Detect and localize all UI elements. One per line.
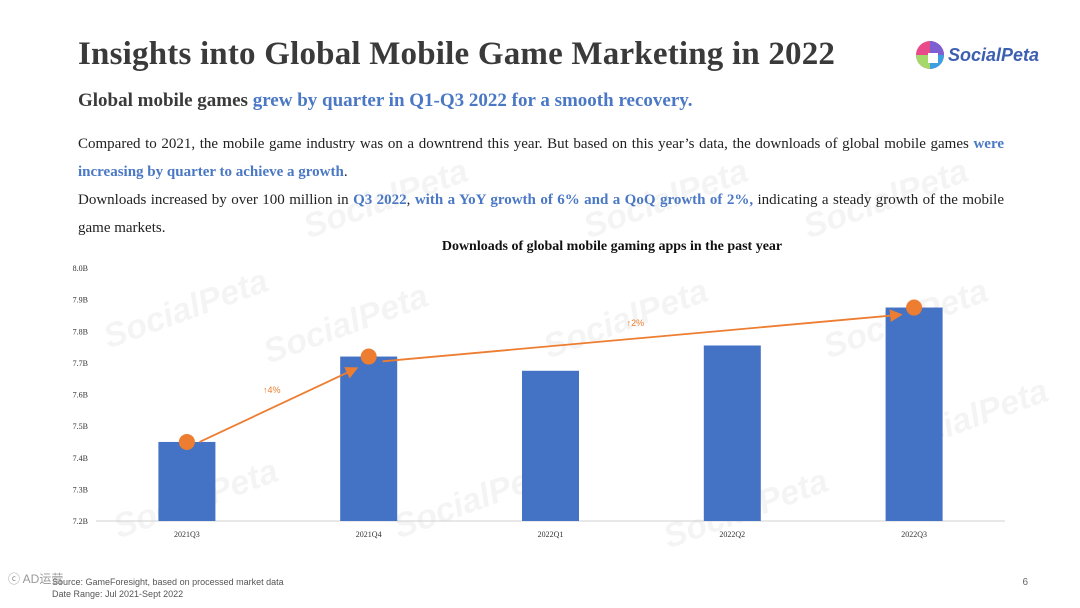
footer-source: Source: GameForesight, based on processe… [52,576,284,600]
trend-arrow [382,309,903,363]
page-number: 6 [1022,577,1028,588]
trend-marker [360,348,377,365]
bar [522,370,579,521]
x-tick-label: 2021Q4 [356,530,382,539]
bar [703,345,761,521]
brand-logo: SocialPeta [915,40,1039,70]
y-tick-label: 7.7B [73,359,88,368]
date-range-note: Date Range: Jul 2021-Sept 2022 [52,589,184,599]
y-tick-label: 7.8B [73,327,88,336]
x-tick-label: 2022Q3 [901,530,927,539]
y-tick-label: 7.2B [73,517,88,526]
y-tick-label: 7.4B [73,454,88,463]
paragraph-2: Downloads increased by over 100 million … [78,186,1004,242]
paragraph-1-highlight: were increasing by quarter to achieve a … [78,136,1004,180]
bar [158,441,216,521]
page-title: Insights into Global Mobile Game Marketi… [78,36,836,72]
trend-marker [178,433,195,450]
x-tick-label: 2021Q3 [174,530,200,539]
paragraph-2-highlight-2: with a YoY growth of 6% and a QoQ growth… [414,192,754,208]
y-tick-label: 7.9B [73,296,88,305]
paragraph-2-text-3: indicating a steady growth of the mobile… [78,192,1004,236]
section-subtitle: Global mobile games grew by quarter in Q… [78,90,692,112]
source-note: Source: GameForesight, based on processe… [52,577,284,587]
paragraph-2-highlight-1: Q3 2022 [353,192,407,208]
chart-title: Downloads of global mobile gaming apps i… [442,239,782,254]
paragraph-1: Compared to 2021, the mobile game indust… [78,130,1004,186]
corner-watermark: ⓒ AD运营 [8,572,64,586]
trend-marker [906,299,923,316]
paragraph-2-text-1: Downloads increased by over 100 million … [78,192,354,208]
logo-icon [916,41,944,69]
subtitle-highlight: grew by quarter in Q1-Q3 2022 for a smoo… [252,90,693,111]
subtitle-lead: Global mobile games [78,90,253,111]
paragraph-1-end: . [343,164,348,180]
y-tick-label: 7.6B [73,391,88,400]
x-tick-label: 2022Q2 [719,530,745,539]
bar [885,307,943,521]
growth-annotation: ↑2% [627,318,645,328]
paragraph-2-text-2: , [406,192,415,208]
trend-arrow [199,367,359,443]
bar [340,356,398,521]
y-tick-label: 8.0B [73,264,88,273]
growth-annotation: ↑4% [263,385,281,395]
y-tick-label: 7.5B [73,422,88,431]
x-tick-label: 2022Q1 [538,530,564,539]
logo-text: SocialPeta [948,44,1040,65]
paragraph-1-text: Compared to 2021, the mobile game indust… [78,136,974,152]
y-tick-label: 7.3B [73,485,88,494]
